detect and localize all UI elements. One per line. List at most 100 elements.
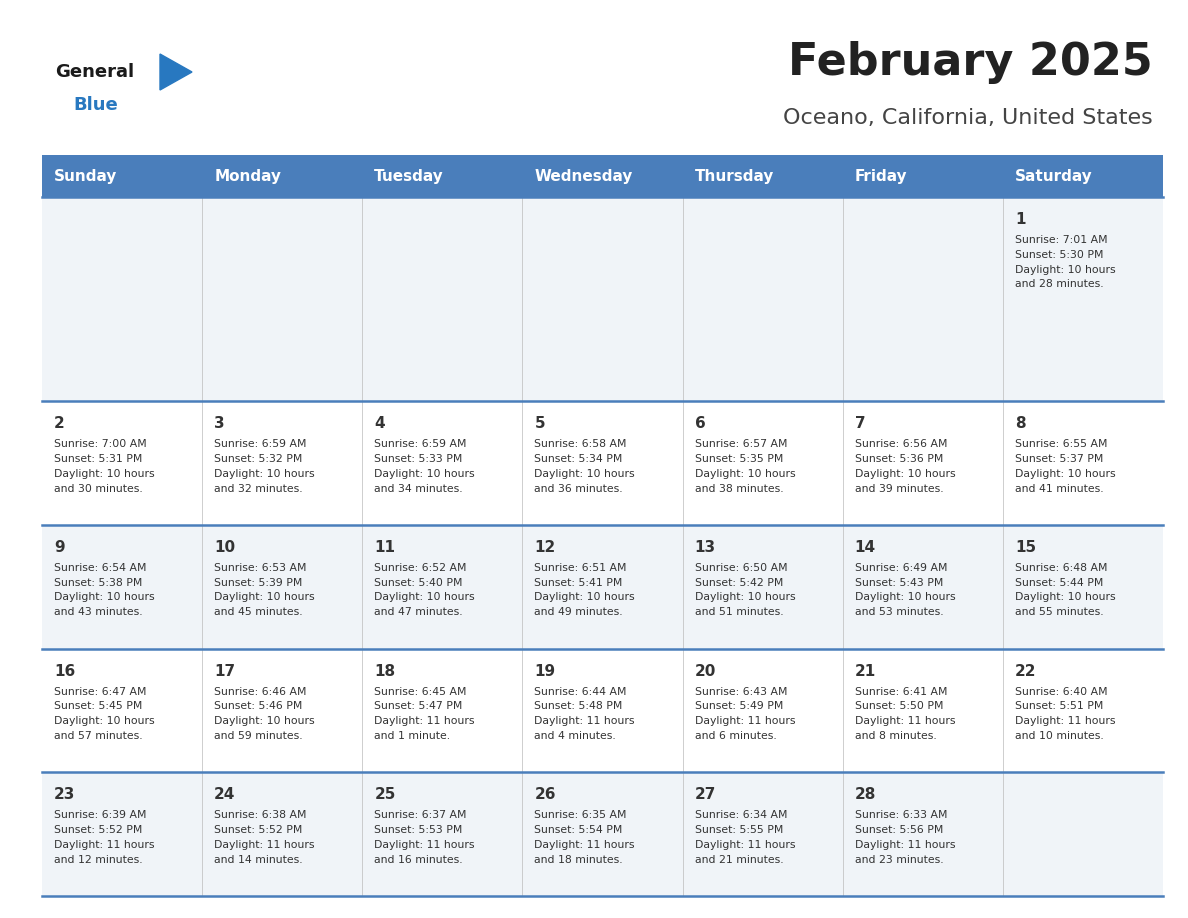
Text: 15: 15 [1015, 540, 1036, 554]
Text: Sunrise: 6:50 AM
Sunset: 5:42 PM
Daylight: 10 hours
and 51 minutes.: Sunrise: 6:50 AM Sunset: 5:42 PM Dayligh… [695, 563, 795, 617]
Bar [42, 772, 202, 896]
Text: 17: 17 [214, 664, 235, 678]
Bar [362, 525, 523, 648]
Bar [42, 648, 202, 772]
Text: Sunrise: 6:59 AM
Sunset: 5:32 PM
Daylight: 10 hours
and 32 minutes.: Sunrise: 6:59 AM Sunset: 5:32 PM Dayligh… [214, 439, 315, 494]
Text: Sunrise: 6:54 AM
Sunset: 5:38 PM
Daylight: 10 hours
and 43 minutes.: Sunrise: 6:54 AM Sunset: 5:38 PM Dayligh… [53, 563, 154, 617]
Text: 13: 13 [695, 540, 715, 554]
Bar [1003, 197, 1163, 401]
Text: Sunrise: 6:37 AM
Sunset: 5:53 PM
Daylight: 11 hours
and 16 minutes.: Sunrise: 6:37 AM Sunset: 5:53 PM Dayligh… [374, 811, 475, 865]
Text: 16: 16 [53, 664, 75, 678]
Text: 11: 11 [374, 540, 396, 554]
Text: Saturday: Saturday [1015, 169, 1093, 184]
Bar [42, 155, 1163, 197]
Text: Sunrise: 6:40 AM
Sunset: 5:51 PM
Daylight: 11 hours
and 10 minutes.: Sunrise: 6:40 AM Sunset: 5:51 PM Dayligh… [1015, 687, 1116, 741]
Text: Sunrise: 6:52 AM
Sunset: 5:40 PM
Daylight: 10 hours
and 47 minutes.: Sunrise: 6:52 AM Sunset: 5:40 PM Dayligh… [374, 563, 475, 617]
Text: 22: 22 [1015, 664, 1036, 678]
Text: 18: 18 [374, 664, 396, 678]
Bar [523, 197, 683, 401]
Text: February 2025: February 2025 [789, 40, 1154, 84]
Bar [523, 772, 683, 896]
Bar [683, 401, 842, 525]
Text: 21: 21 [854, 664, 876, 678]
Text: 28: 28 [854, 788, 876, 802]
Text: Sunrise: 6:44 AM
Sunset: 5:48 PM
Daylight: 11 hours
and 4 minutes.: Sunrise: 6:44 AM Sunset: 5:48 PM Dayligh… [535, 687, 634, 741]
Bar [842, 772, 1003, 896]
Polygon shape [160, 54, 192, 90]
Text: 9: 9 [53, 540, 64, 554]
Bar [42, 197, 202, 401]
Text: Sunrise: 6:33 AM
Sunset: 5:56 PM
Daylight: 11 hours
and 23 minutes.: Sunrise: 6:33 AM Sunset: 5:56 PM Dayligh… [854, 811, 955, 865]
Text: Sunrise: 6:38 AM
Sunset: 5:52 PM
Daylight: 11 hours
and 14 minutes.: Sunrise: 6:38 AM Sunset: 5:52 PM Dayligh… [214, 811, 315, 865]
Bar [42, 525, 202, 648]
Text: 26: 26 [535, 788, 556, 802]
Text: 12: 12 [535, 540, 556, 554]
Text: Sunrise: 6:43 AM
Sunset: 5:49 PM
Daylight: 11 hours
and 6 minutes.: Sunrise: 6:43 AM Sunset: 5:49 PM Dayligh… [695, 687, 795, 741]
Bar [842, 197, 1003, 401]
Bar [842, 525, 1003, 648]
Text: 24: 24 [214, 788, 235, 802]
Text: 4: 4 [374, 416, 385, 431]
Text: 27: 27 [695, 788, 716, 802]
Text: Sunrise: 6:34 AM
Sunset: 5:55 PM
Daylight: 11 hours
and 21 minutes.: Sunrise: 6:34 AM Sunset: 5:55 PM Dayligh… [695, 811, 795, 865]
Bar [523, 401, 683, 525]
Text: Sunrise: 6:41 AM
Sunset: 5:50 PM
Daylight: 11 hours
and 8 minutes.: Sunrise: 6:41 AM Sunset: 5:50 PM Dayligh… [854, 687, 955, 741]
Bar [202, 401, 362, 525]
Text: 25: 25 [374, 788, 396, 802]
Bar [362, 648, 523, 772]
Bar [1003, 648, 1163, 772]
Text: 3: 3 [214, 416, 225, 431]
Text: 7: 7 [854, 416, 865, 431]
Text: Friday: Friday [854, 169, 908, 184]
Text: Blue: Blue [72, 96, 118, 114]
Text: 19: 19 [535, 664, 556, 678]
Bar [362, 772, 523, 896]
Text: Sunrise: 6:51 AM
Sunset: 5:41 PM
Daylight: 10 hours
and 49 minutes.: Sunrise: 6:51 AM Sunset: 5:41 PM Dayligh… [535, 563, 636, 617]
Text: Sunrise: 6:57 AM
Sunset: 5:35 PM
Daylight: 10 hours
and 38 minutes.: Sunrise: 6:57 AM Sunset: 5:35 PM Dayligh… [695, 439, 795, 494]
Bar [683, 197, 842, 401]
Text: Sunday: Sunday [53, 169, 118, 184]
Text: Sunrise: 6:58 AM
Sunset: 5:34 PM
Daylight: 10 hours
and 36 minutes.: Sunrise: 6:58 AM Sunset: 5:34 PM Dayligh… [535, 439, 636, 494]
Bar [683, 648, 842, 772]
Bar [842, 648, 1003, 772]
Text: Oceano, California, United States: Oceano, California, United States [783, 108, 1154, 128]
Text: Sunrise: 6:49 AM
Sunset: 5:43 PM
Daylight: 10 hours
and 53 minutes.: Sunrise: 6:49 AM Sunset: 5:43 PM Dayligh… [854, 563, 955, 617]
Text: Thursday: Thursday [695, 169, 773, 184]
Text: Sunrise: 6:39 AM
Sunset: 5:52 PM
Daylight: 11 hours
and 12 minutes.: Sunrise: 6:39 AM Sunset: 5:52 PM Dayligh… [53, 811, 154, 865]
Bar [683, 772, 842, 896]
Text: 2: 2 [53, 416, 65, 431]
Text: Sunrise: 6:59 AM
Sunset: 5:33 PM
Daylight: 10 hours
and 34 minutes.: Sunrise: 6:59 AM Sunset: 5:33 PM Dayligh… [374, 439, 475, 494]
Text: Sunrise: 7:00 AM
Sunset: 5:31 PM
Daylight: 10 hours
and 30 minutes.: Sunrise: 7:00 AM Sunset: 5:31 PM Dayligh… [53, 439, 154, 494]
Text: General: General [55, 63, 134, 81]
Text: Sunrise: 6:55 AM
Sunset: 5:37 PM
Daylight: 10 hours
and 41 minutes.: Sunrise: 6:55 AM Sunset: 5:37 PM Dayligh… [1015, 439, 1116, 494]
Text: 23: 23 [53, 788, 75, 802]
Bar [202, 525, 362, 648]
Bar [362, 401, 523, 525]
Bar [523, 525, 683, 648]
Bar [683, 525, 842, 648]
Bar [202, 772, 362, 896]
Text: Sunrise: 6:46 AM
Sunset: 5:46 PM
Daylight: 10 hours
and 59 minutes.: Sunrise: 6:46 AM Sunset: 5:46 PM Dayligh… [214, 687, 315, 741]
Text: Wednesday: Wednesday [535, 169, 633, 184]
Text: Monday: Monday [214, 169, 282, 184]
Text: 8: 8 [1015, 416, 1025, 431]
Text: Sunrise: 6:56 AM
Sunset: 5:36 PM
Daylight: 10 hours
and 39 minutes.: Sunrise: 6:56 AM Sunset: 5:36 PM Dayligh… [854, 439, 955, 494]
Text: Sunrise: 7:01 AM
Sunset: 5:30 PM
Daylight: 10 hours
and 28 minutes.: Sunrise: 7:01 AM Sunset: 5:30 PM Dayligh… [1015, 235, 1116, 289]
Text: 6: 6 [695, 416, 706, 431]
Text: Tuesday: Tuesday [374, 169, 444, 184]
Text: Sunrise: 6:48 AM
Sunset: 5:44 PM
Daylight: 10 hours
and 55 minutes.: Sunrise: 6:48 AM Sunset: 5:44 PM Dayligh… [1015, 563, 1116, 617]
Text: 1: 1 [1015, 212, 1025, 227]
Bar [42, 401, 202, 525]
Text: 5: 5 [535, 416, 545, 431]
Bar [202, 197, 362, 401]
Bar [842, 401, 1003, 525]
Bar [362, 197, 523, 401]
Bar [1003, 772, 1163, 896]
Text: 14: 14 [854, 540, 876, 554]
Text: Sunrise: 6:35 AM
Sunset: 5:54 PM
Daylight: 11 hours
and 18 minutes.: Sunrise: 6:35 AM Sunset: 5:54 PM Dayligh… [535, 811, 634, 865]
Text: Sunrise: 6:53 AM
Sunset: 5:39 PM
Daylight: 10 hours
and 45 minutes.: Sunrise: 6:53 AM Sunset: 5:39 PM Dayligh… [214, 563, 315, 617]
Bar [1003, 401, 1163, 525]
Text: 10: 10 [214, 540, 235, 554]
Bar [1003, 525, 1163, 648]
Bar [523, 648, 683, 772]
